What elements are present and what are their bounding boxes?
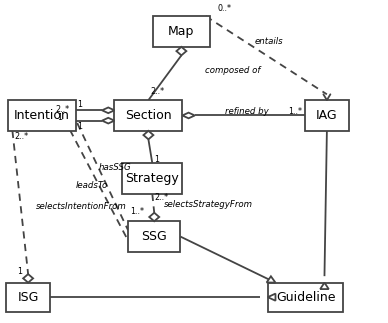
FancyBboxPatch shape <box>305 100 349 131</box>
Text: selectsIntentionFrom: selectsIntentionFrom <box>36 202 126 211</box>
Text: 1..*: 1..* <box>289 107 303 116</box>
FancyBboxPatch shape <box>8 100 76 131</box>
Text: 2..*: 2..* <box>56 106 70 114</box>
Text: 2..*: 2..* <box>150 87 165 96</box>
Polygon shape <box>102 118 114 123</box>
Polygon shape <box>177 47 186 55</box>
Text: 1..*: 1..* <box>130 207 144 216</box>
Text: Intention: Intention <box>14 109 70 122</box>
Text: entails: entails <box>254 37 283 47</box>
FancyBboxPatch shape <box>6 283 50 312</box>
FancyBboxPatch shape <box>153 16 210 47</box>
Text: composed of: composed of <box>205 66 260 75</box>
Text: selectsStrategyFrom: selectsStrategyFrom <box>164 200 253 209</box>
Text: ISG: ISG <box>17 291 39 304</box>
Text: 1: 1 <box>78 122 83 131</box>
Text: SSG: SSG <box>141 230 167 243</box>
Text: 2..*: 2..* <box>154 193 168 202</box>
Text: 0..*: 0..* <box>217 4 231 13</box>
Text: 1: 1 <box>57 113 62 121</box>
FancyBboxPatch shape <box>122 163 182 194</box>
Text: Section: Section <box>125 109 172 122</box>
FancyBboxPatch shape <box>268 283 343 312</box>
Text: 1: 1 <box>17 267 23 276</box>
Text: Guideline: Guideline <box>276 291 335 304</box>
Polygon shape <box>144 131 153 139</box>
Polygon shape <box>268 294 275 301</box>
Text: 2..*: 2..* <box>14 132 28 141</box>
Polygon shape <box>149 213 159 221</box>
Text: hasSSG: hasSSG <box>99 163 132 172</box>
Polygon shape <box>182 113 195 118</box>
Text: IAG: IAG <box>316 109 338 122</box>
Polygon shape <box>23 274 33 283</box>
Text: Map: Map <box>168 25 194 38</box>
FancyBboxPatch shape <box>114 100 182 131</box>
Polygon shape <box>267 276 275 283</box>
Text: refined by: refined by <box>225 107 269 116</box>
Text: 1: 1 <box>154 155 159 164</box>
Text: Strategy: Strategy <box>125 172 179 185</box>
Text: 1: 1 <box>78 100 83 109</box>
Text: leadsTo: leadsTo <box>76 181 108 190</box>
Polygon shape <box>320 283 329 289</box>
FancyBboxPatch shape <box>128 221 180 252</box>
Polygon shape <box>102 108 114 113</box>
